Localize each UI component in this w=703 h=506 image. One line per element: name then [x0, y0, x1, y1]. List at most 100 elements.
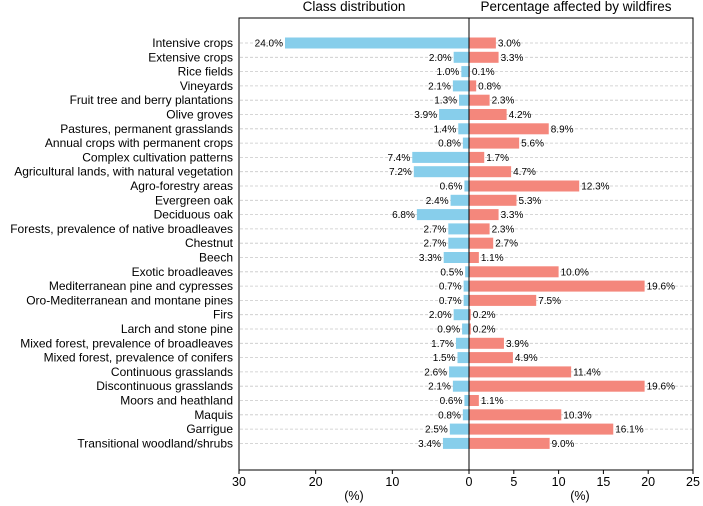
class-distribution-bar	[450, 194, 469, 206]
wildfire-percentage-bar	[469, 209, 499, 221]
wildfire-percentage-label: 0.2%	[473, 310, 496, 321]
wildfire-percentage-bar	[469, 94, 490, 106]
class-distribution-bar	[464, 180, 469, 192]
category-label: Intensive crops	[152, 36, 233, 50]
class-distribution-bar	[459, 94, 469, 106]
class-distribution-bar	[455, 337, 469, 349]
wildfire-percentage-label: 0.8%	[478, 81, 501, 92]
class-distribution-bar	[461, 66, 469, 78]
class-distribution-label: 0.9%	[437, 325, 460, 336]
class-distribution-bar	[453, 51, 469, 63]
wildfire-percentage-label: 2.3%	[492, 224, 515, 235]
right-x-tick-label: 20	[641, 475, 655, 489]
category-label: Discontinuous grasslands	[96, 379, 233, 393]
category-label: Oro-Mediterranean and montane pines	[26, 293, 233, 307]
category-label: Transitional woodland/shrubs	[77, 436, 233, 450]
class-distribution-label: 1.7%	[431, 339, 454, 350]
class-distribution-bar	[413, 166, 469, 178]
right-x-tick-label: 25	[686, 475, 700, 489]
class-distribution-bar	[452, 80, 469, 92]
class-distribution-bar	[458, 123, 469, 135]
category-label: Pastures, permanent grasslands	[60, 122, 233, 136]
class-distribution-bar	[449, 423, 469, 435]
class-distribution-label: 7.2%	[389, 167, 412, 178]
wildfire-percentage-bar	[469, 352, 513, 364]
class-distribution-label: 2.1%	[428, 382, 451, 393]
category-label: Agricultural lands, with natural vegetat…	[14, 165, 233, 179]
right-x-axis-label: (%)	[570, 489, 589, 503]
wildfire-percentage-bar	[469, 123, 549, 135]
right-x-tick-label: 10	[552, 475, 566, 489]
wildfire-percentage-bar	[469, 223, 490, 235]
class-distribution-bar	[462, 323, 469, 335]
class-distribution-label: 2.4%	[426, 196, 449, 207]
class-distribution-bar	[443, 252, 469, 263]
category-label: Vineyards	[180, 79, 233, 93]
class-distribution-label: 0.7%	[439, 282, 462, 293]
class-distribution-label: 3.3%	[419, 253, 442, 264]
category-label: Rice fields	[178, 65, 233, 79]
left-x-tick-label: 30	[232, 475, 246, 489]
wildfire-percentage-bar	[469, 237, 494, 249]
wildfire-percentage-bar	[469, 180, 580, 192]
class-distribution-bar	[449, 366, 469, 378]
class-distribution-label: 2.7%	[424, 224, 447, 235]
wildfire-percentage-bar	[469, 395, 479, 406]
class-distribution-label: 2.0%	[429, 53, 452, 64]
wildfire-percentage-bar	[469, 51, 499, 63]
class-distribution-label: 0.6%	[440, 182, 463, 193]
wildfire-percentage-bar	[469, 294, 537, 306]
class-distribution-label: 0.7%	[439, 296, 462, 307]
right-x-tick-label: 15	[596, 475, 610, 489]
category-label: Firs	[213, 308, 233, 322]
wildfire-percentage-bar	[469, 380, 645, 392]
category-label: Garrigue	[186, 422, 233, 436]
wildfire-percentage-bar	[469, 323, 471, 335]
wildfire-percentage-label: 1.7%	[486, 153, 509, 164]
wildfire-percentage-bar	[469, 37, 496, 49]
class-distribution-label: 1.0%	[437, 67, 460, 78]
wildfire-percentage-label: 9.0%	[552, 439, 575, 450]
left-x-axis-label: (%)	[344, 489, 363, 503]
wildfire-percentage-bar	[469, 337, 504, 349]
class-distribution-label: 1.4%	[433, 124, 456, 135]
wildfire-percentage-label: 1.1%	[481, 396, 504, 407]
category-label: Deciduous oak	[154, 208, 234, 222]
left-x-tick-label: 20	[309, 475, 323, 489]
category-label: Evergreen oak	[155, 193, 234, 207]
category-label: Annual crops with permanent crops	[45, 136, 233, 150]
wildfire-percentage-label: 5.6%	[521, 139, 544, 150]
category-label: Continuous grasslands	[111, 365, 233, 379]
class-distribution-bar	[453, 309, 469, 321]
left-x-tick-label: 10	[385, 475, 399, 489]
class-distribution-bar	[442, 437, 469, 449]
class-distribution-label: 7.4%	[387, 153, 410, 164]
wildfire-percentage-bar	[469, 280, 645, 292]
category-label: Agro-forestry areas	[130, 179, 233, 193]
category-label: Maquis	[194, 408, 233, 422]
wildfire-percentage-bar	[469, 151, 485, 163]
class-distribution-bar	[463, 294, 469, 306]
right-panel-title: Percentage affected by wildfires	[480, 0, 671, 14]
category-label: Beech	[199, 251, 233, 265]
class-distribution-label: 0.8%	[438, 139, 461, 150]
wildfire-percentage-bar	[469, 366, 572, 378]
class-distribution-bar	[465, 266, 469, 278]
wildfire-percentage-label: 12.3%	[581, 182, 609, 193]
class-distribution-bar	[416, 209, 469, 221]
category-label: Extensive crops	[148, 50, 233, 64]
wildfire-percentage-bar	[469, 109, 507, 120]
wildfire-percentage-label: 2.7%	[495, 239, 518, 250]
wildfire-percentage-label: 1.1%	[481, 253, 504, 264]
wildfire-percentage-label: 5.3%	[518, 196, 541, 207]
wildfire-percentage-bar	[469, 437, 550, 449]
class-distribution-label: 2.0%	[429, 310, 452, 321]
class-distribution-bar	[462, 409, 469, 421]
class-distribution-bar	[412, 151, 469, 163]
wildfire-percentage-bar	[469, 252, 479, 263]
class-distribution-label: 2.7%	[424, 239, 447, 250]
category-label: Mixed forest, prevalence of broadleaves	[20, 336, 233, 350]
category-label: Mediterranean pine and cypresses	[49, 279, 233, 293]
class-distribution-bar	[452, 380, 469, 392]
